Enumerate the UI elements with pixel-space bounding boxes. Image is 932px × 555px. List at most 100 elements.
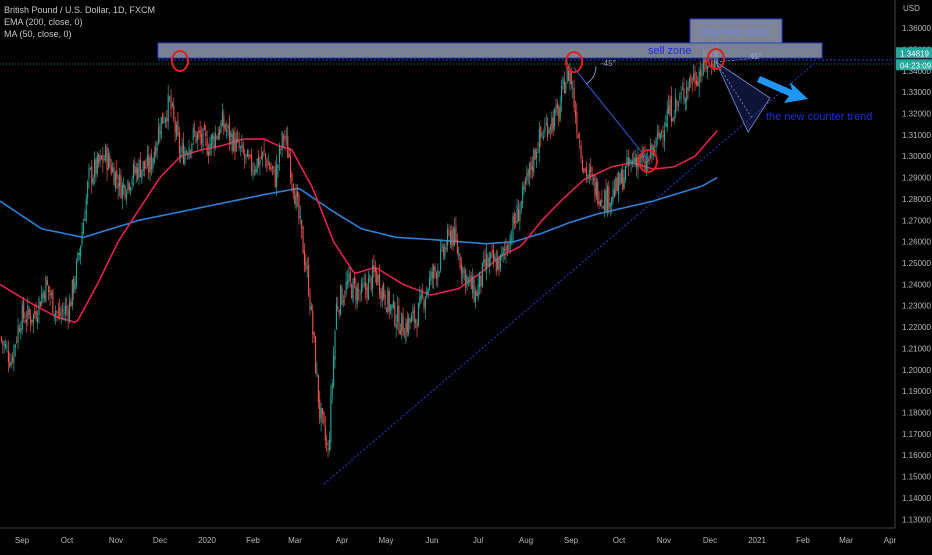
candle-body	[349, 271, 351, 282]
candle-body	[266, 159, 268, 169]
candle-body	[487, 257, 489, 266]
candle-body	[291, 173, 293, 182]
candle-body	[488, 257, 490, 266]
x-tick-label: Oct	[613, 536, 626, 545]
candle-body	[547, 124, 549, 137]
candle-body	[105, 146, 107, 161]
sell-zone-box[interactable]	[157, 42, 823, 59]
candle-body	[640, 154, 642, 163]
candle-body	[173, 105, 175, 119]
candle-body	[132, 163, 135, 180]
candle-body	[605, 189, 607, 211]
candle-body	[358, 290, 360, 292]
last-price-badge	[896, 47, 932, 59]
peak-circle-sep[interactable]	[565, 51, 583, 73]
candle-body	[651, 144, 653, 156]
candle-body	[74, 282, 76, 289]
candle-body	[713, 50, 716, 69]
candle-body	[348, 273, 350, 282]
candle-body	[174, 120, 176, 133]
candle-body	[554, 109, 556, 127]
y-tick-label: 1.29000	[902, 174, 931, 183]
candle-body	[139, 160, 141, 178]
ma50-line[interactable]	[0, 130, 718, 324]
candle-body	[429, 277, 431, 289]
peak-circle-dec[interactable]	[171, 50, 189, 72]
candle-body	[224, 124, 226, 131]
candle-body	[391, 304, 393, 309]
candle-body	[593, 178, 595, 181]
candle-body	[37, 317, 39, 322]
candle-body	[498, 256, 500, 272]
candle-body	[515, 221, 517, 223]
candle-body	[91, 166, 93, 184]
candle-body	[24, 320, 26, 323]
angle-fan[interactable]	[715, 60, 771, 133]
candle-body	[666, 109, 668, 127]
candle-body	[385, 307, 388, 312]
candle-body	[492, 250, 495, 263]
candle-body	[426, 290, 428, 297]
ema200-line[interactable]	[0, 176, 718, 245]
candle-body	[526, 173, 528, 181]
currency-label: USD	[903, 4, 920, 13]
candle-body	[2, 340, 4, 345]
candle-body	[82, 222, 84, 235]
candle-body	[231, 133, 233, 152]
candle-body	[321, 408, 324, 415]
candle-body	[573, 87, 575, 108]
candle-body	[559, 105, 561, 119]
candle-body	[473, 279, 475, 302]
candle-body	[57, 312, 59, 313]
peak-circle-dec2[interactable]	[707, 48, 725, 70]
candle-body	[367, 278, 369, 300]
x-tick-label: Apr	[884, 536, 897, 545]
candle-body	[597, 181, 599, 204]
candle-body	[6, 346, 8, 348]
candle-body	[442, 246, 445, 255]
ema-legend: EMA (200, close, 0)	[4, 17, 83, 27]
candle-body	[120, 175, 122, 198]
candle-body	[451, 230, 453, 247]
y-tick-label: 1.36000	[902, 24, 931, 33]
candle-body	[467, 278, 470, 280]
candle-body	[663, 130, 666, 142]
candle-body	[271, 166, 274, 169]
candle-body	[565, 83, 567, 94]
stop-loss-zone-box[interactable]	[689, 18, 783, 44]
candle-body	[100, 155, 103, 159]
candle-body	[395, 324, 397, 328]
candle-body	[588, 169, 590, 177]
candle-body	[595, 181, 597, 196]
dip-circle-oct[interactable]	[638, 149, 658, 173]
angle-label-right: 45°	[750, 52, 762, 61]
ma-legend: MA (50, close, 0)	[4, 29, 72, 39]
candle-body	[182, 143, 185, 164]
candle-body	[549, 126, 552, 130]
candle-body	[669, 99, 671, 116]
candle-body	[712, 64, 714, 68]
candle-body	[244, 153, 246, 159]
candle-body	[616, 176, 618, 191]
candle-body	[77, 252, 79, 262]
counter-trend-arrow[interactable]	[757, 76, 808, 103]
candle-body	[9, 362, 11, 367]
y-tick-label: 1.33000	[902, 88, 931, 97]
candle-body	[164, 118, 167, 123]
candle-body	[351, 284, 353, 299]
candle-body	[121, 184, 123, 199]
candle-body	[376, 271, 378, 285]
candle-body	[641, 154, 643, 159]
candle-body	[246, 150, 249, 158]
candle-body	[160, 117, 162, 138]
ascending-trendline[interactable]	[323, 61, 817, 485]
candle-body	[192, 128, 194, 140]
candle-body	[423, 300, 425, 308]
y-tick-label: 1.23000	[902, 302, 931, 311]
candle-body	[460, 264, 463, 274]
candle-body	[176, 124, 178, 137]
peak-to-dip-line[interactable]	[573, 67, 649, 161]
candle-body	[151, 154, 153, 170]
